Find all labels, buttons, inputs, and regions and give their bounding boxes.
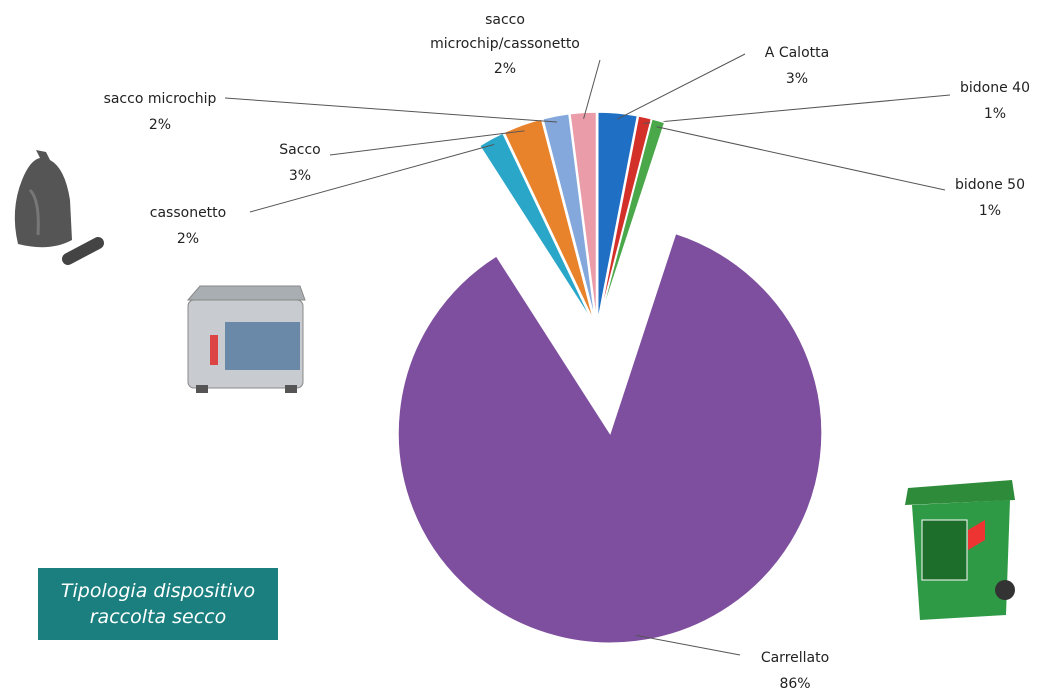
slice-name: bidone 40 [960,80,1030,96]
leader-line [329,130,525,156]
green-cart-icon [905,480,1015,620]
dumpster-icon [186,285,306,393]
pie-slice [597,111,639,323]
slice-value: 3% [288,168,312,184]
slice-value: 2% [176,231,200,247]
pie-slice [478,131,594,324]
leader-line [583,59,601,119]
pie-slice [598,118,666,323]
slice-label: sacco microchip 2% [104,86,217,138]
slice-name: bidone 50 [955,177,1025,193]
leader-line [643,94,951,124]
leader-line [249,144,495,213]
slice-label: bidone 50 1% [955,172,1025,224]
trash-bag-icon [14,150,105,265]
slice-value: 86% [779,676,811,690]
chart-title: Tipologia dispositivo raccolta secco [38,568,278,640]
slice-value: 3% [785,71,809,87]
slice-label: Sacco 3% [279,137,320,189]
slice-value: 2% [148,117,172,133]
slice-label: sacco microchip/cassonetto 2% [410,8,600,82]
slice-name: cassonetto [149,205,227,221]
slice-name: sacco microchip/cassonetto [430,12,580,52]
pie-slice [541,112,597,323]
leader-line [635,634,741,656]
slice-name: A Calotta [764,45,830,61]
slice-label: cassonetto 2% [150,200,226,252]
pie-slice [569,111,598,323]
leader-line [616,53,746,120]
slice-value: 1% [983,106,1007,122]
leader-line [224,97,558,123]
pie-slice [397,232,823,644]
slice-label: Carrellato 86% [761,645,829,690]
slice-value: 2% [493,61,517,77]
slice-name: Sacco [279,142,321,158]
slice-label: bidone 40 1% [960,75,1030,127]
leader-line [656,126,946,191]
pie-slice [503,118,596,323]
slice-value: 1% [978,203,1002,219]
pie [224,53,951,656]
slice-name: sacco microchip [103,91,217,107]
slice-label: A Calotta 3% [765,40,829,92]
slice-name: Carrellato [760,650,830,666]
